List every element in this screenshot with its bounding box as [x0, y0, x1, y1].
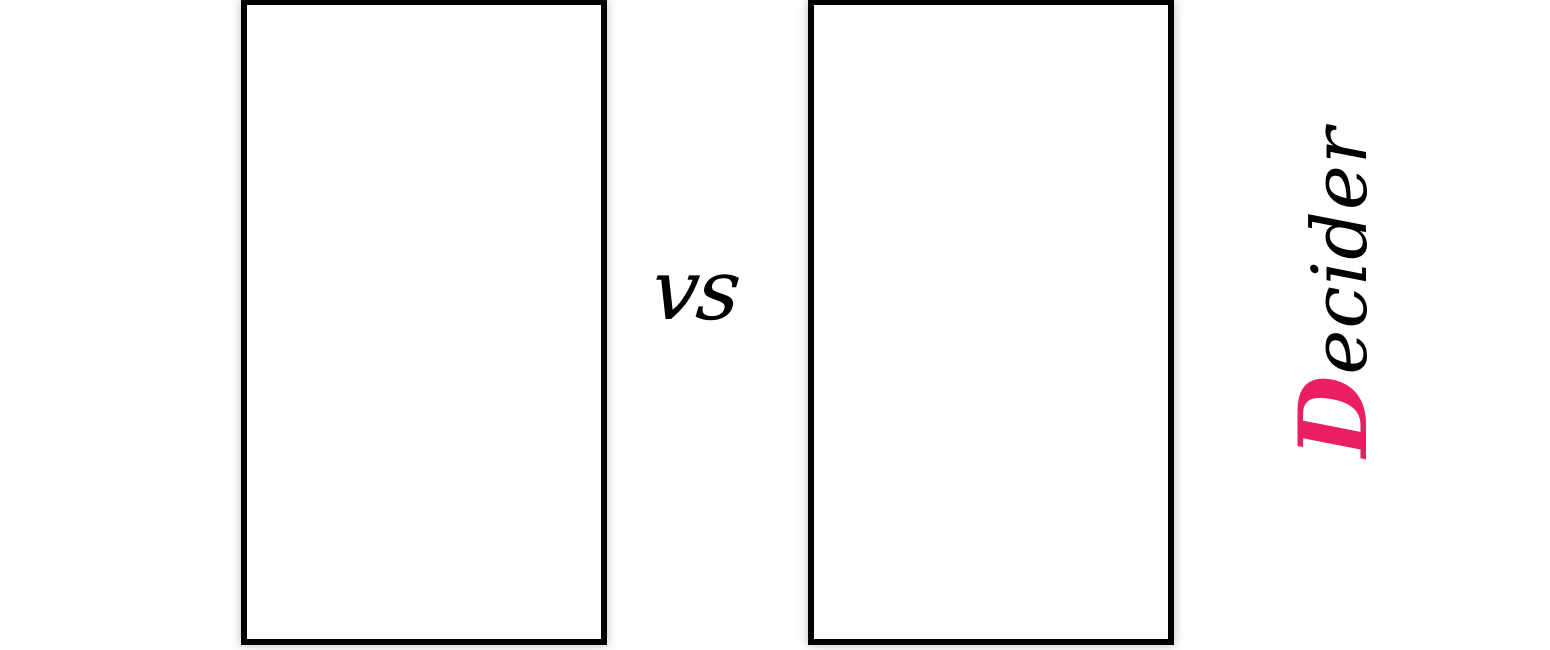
decider-logo: Decider	[1279, 126, 1389, 457]
right-choice-card[interactable]	[808, 0, 1174, 645]
left-choice-card[interactable]	[241, 0, 607, 645]
logo-rest-text: ecider	[1295, 126, 1384, 375]
versus-label: vs	[646, 241, 744, 339]
logo-first-letter: D	[1279, 374, 1389, 458]
